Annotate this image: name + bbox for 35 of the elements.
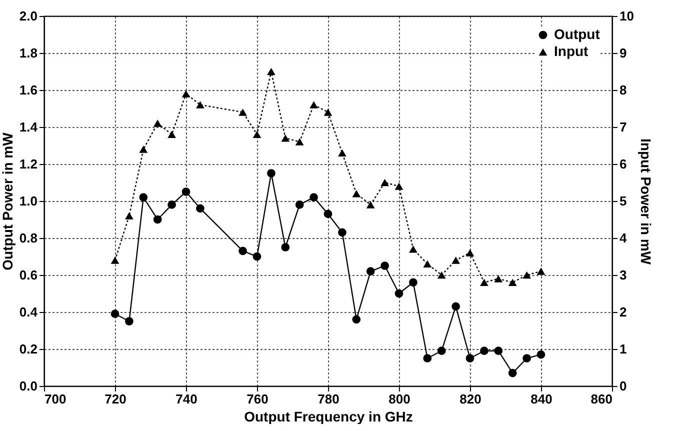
y-tick-label: 0.0 (19, 378, 38, 394)
y-tick-label: 1.6 (19, 82, 38, 98)
y-tick-label: 0.4 (19, 304, 38, 320)
y2-axis-title: Input Power in mW (638, 138, 654, 266)
y-tick-label: 1.8 (19, 46, 38, 60)
y-tick-label: 0.8 (19, 230, 38, 246)
y2-tick-label: 2 (620, 304, 627, 320)
y2-tick-label: 7 (620, 120, 627, 134)
y2-tick-label: 0 (620, 378, 627, 394)
x-tick-label: 820 (460, 392, 482, 406)
x-tick-label: 780 (318, 392, 340, 406)
y-axis-title: Output Power in mW (0, 132, 16, 270)
x-tick-label: 800 (388, 392, 410, 406)
y-tick-label: 1.0 (19, 194, 38, 208)
x-tick-label: 840 (530, 392, 552, 406)
x-tick-label: 860 (590, 392, 612, 406)
y-tick-label: 1.4 (19, 120, 38, 134)
x-tick-label: 700 (44, 392, 66, 406)
y-tick-label: 0.6 (19, 268, 38, 282)
y2-tick-label: 10 (620, 8, 634, 24)
y-tick-label: 0.2 (19, 342, 38, 356)
y2-tick-label: 4 (620, 230, 628, 246)
y-tick-label: 1.2 (19, 156, 38, 172)
y2-tick-label: 6 (620, 156, 627, 172)
legend-label: Input (554, 43, 589, 59)
y2-tick-label: 1 (620, 342, 627, 356)
y2-tick-label: 5 (620, 194, 627, 208)
x-tick-label: 760 (246, 392, 268, 406)
x-tick-label: 740 (176, 392, 198, 406)
x-tick-label: 720 (104, 392, 126, 406)
y2-tick-label: 8 (620, 82, 627, 98)
y-tick-label: 2.0 (19, 8, 38, 24)
y2-tick-label: 3 (620, 268, 627, 282)
legend-label: Output (554, 26, 600, 42)
y2-tick-label: 9 (620, 46, 627, 60)
